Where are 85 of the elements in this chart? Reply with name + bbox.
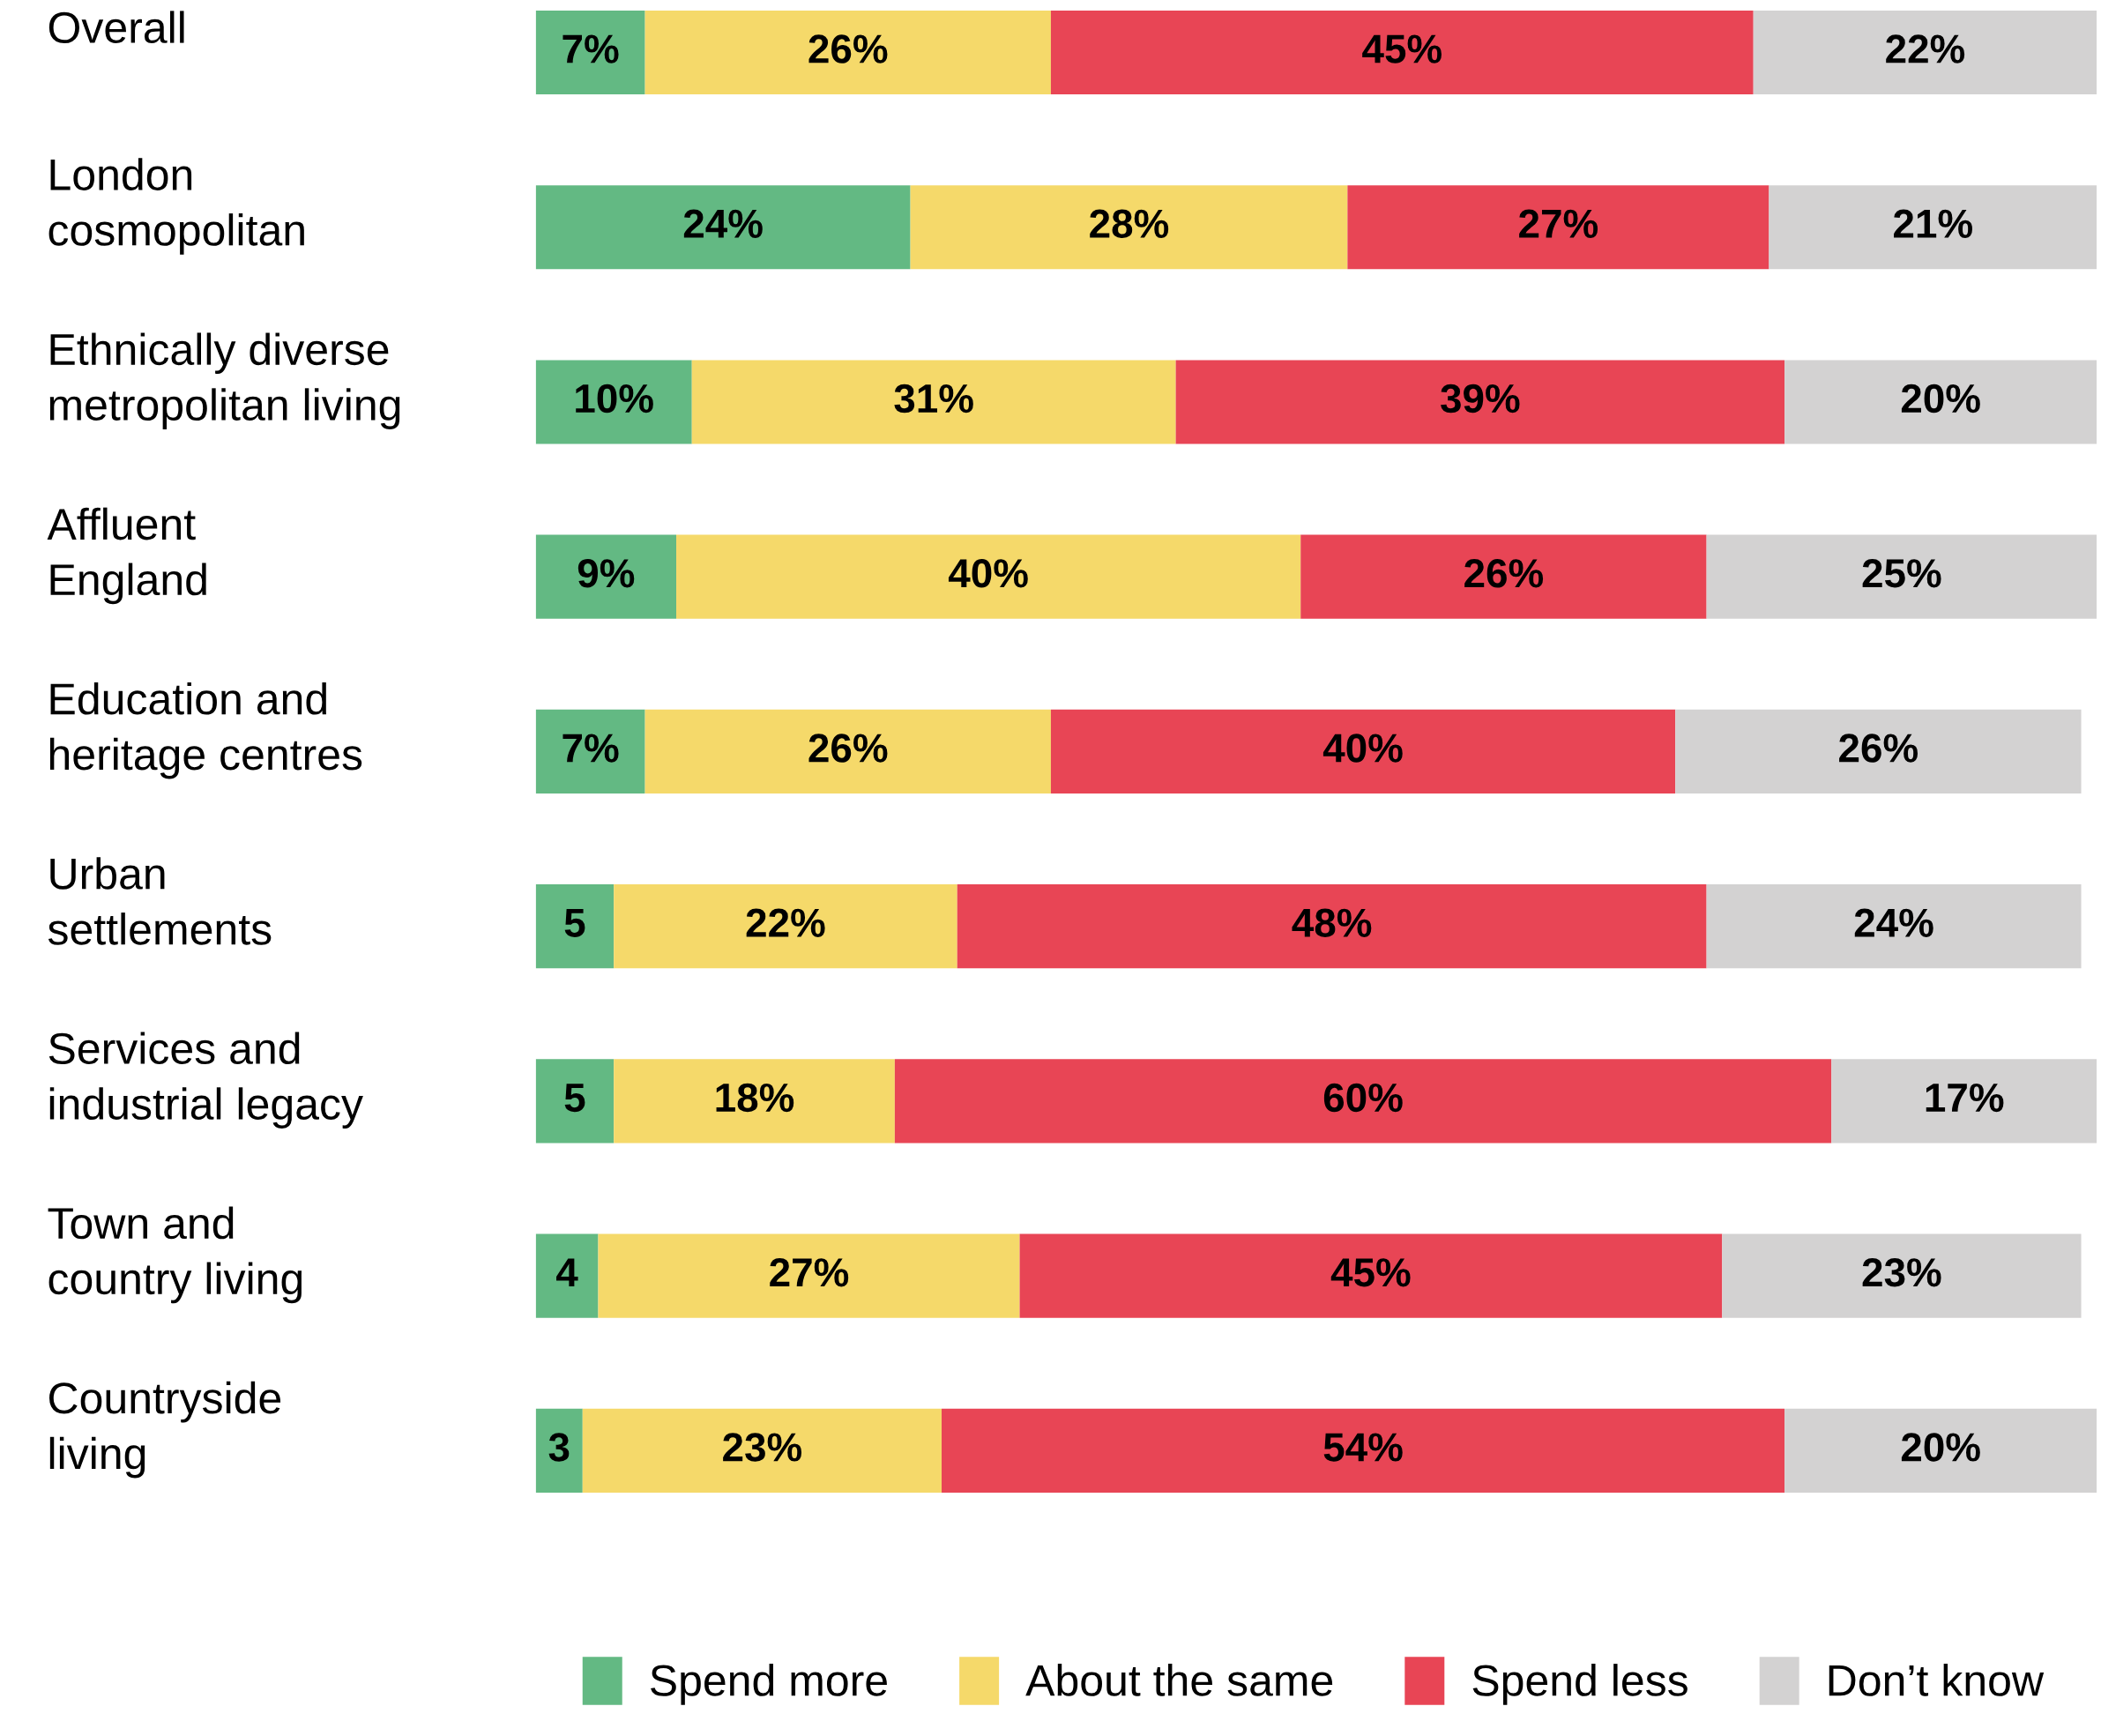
bar — [691, 360, 1176, 444]
data-label: 9% — [577, 559, 635, 588]
bar — [1784, 1408, 2097, 1493]
bar — [535, 185, 911, 270]
bar — [1019, 1233, 1723, 1318]
bar — [1050, 10, 1754, 95]
bar — [1769, 185, 2097, 270]
bar — [1706, 884, 2082, 969]
data-label: 26% — [808, 34, 888, 63]
bar — [1050, 709, 1676, 794]
bar — [1175, 360, 1785, 444]
bar — [644, 709, 1051, 794]
data-label: 23% — [1862, 1258, 1941, 1287]
bar — [535, 709, 645, 794]
bar — [1706, 534, 2097, 619]
data-label: 45% — [1362, 34, 1442, 63]
data-label: 48% — [1292, 908, 1372, 937]
data-label: 27% — [770, 1258, 849, 1287]
data-label: 24% — [1854, 908, 1933, 937]
data-label: 17% — [1926, 1083, 2004, 1113]
data-label: 23% — [723, 1433, 802, 1462]
bar — [1300, 534, 1707, 619]
y-tick-label: Overall — [48, 11, 184, 44]
legend-label: Spend more — [651, 1664, 887, 1705]
y-tick-label: Services and industrial legacy — [48, 1032, 363, 1129]
y-tick-label: Countryside living — [49, 1381, 281, 1479]
bar — [535, 1233, 599, 1318]
bar — [1675, 709, 2082, 794]
bar — [942, 1408, 1785, 1493]
data-label: 10% — [576, 384, 653, 414]
data-label: 7% — [563, 34, 619, 63]
bar — [598, 1233, 1020, 1318]
data-label: 7% — [563, 734, 619, 763]
legend-label: Spend less — [1472, 1664, 1688, 1705]
y-tick-label: Town and country living — [48, 1206, 302, 1304]
bar — [535, 1059, 615, 1144]
data-label: 28% — [1090, 209, 1169, 239]
data-label: 20% — [1901, 384, 1980, 414]
bar — [582, 1408, 942, 1493]
bar — [894, 1059, 1832, 1144]
data-label: 24% — [683, 209, 763, 238]
bar — [1753, 10, 2097, 95]
data-label: 22% — [746, 908, 825, 937]
bar — [614, 884, 957, 969]
bar — [644, 10, 1051, 95]
data-label: 26% — [1464, 559, 1544, 588]
y-tick-label: Ethnically diverse metropolitan living — [49, 332, 400, 429]
data-label: 20% — [1901, 1433, 1980, 1462]
y-tick-label: Urban settlements — [48, 857, 272, 945]
bar — [910, 185, 1348, 270]
y-tick-label: Affluent England — [47, 507, 206, 605]
bar — [1784, 360, 2097, 444]
bar — [535, 1408, 583, 1493]
data-label: 39% — [1441, 384, 1520, 414]
data-label: 26% — [1839, 734, 1918, 763]
data-label: 31% — [894, 384, 973, 414]
data-label: 54% — [1323, 1433, 1403, 1462]
data-label: 5 — [564, 909, 585, 937]
bar — [1831, 1059, 2097, 1144]
bar — [1722, 1233, 2082, 1318]
data-label: 27% — [1519, 209, 1598, 238]
legend-label: Don’t know — [1829, 1664, 2045, 1696]
data-label: 22% — [1886, 34, 1965, 63]
legend-label: About the same — [1025, 1664, 1333, 1696]
bar — [535, 10, 645, 95]
data-label: 40% — [948, 559, 1028, 588]
data-label: 26% — [808, 734, 888, 763]
data-label: 4 — [556, 1258, 578, 1287]
bar — [957, 884, 1707, 969]
data-label: 45% — [1330, 1258, 1411, 1287]
data-label: 25% — [1862, 559, 1941, 588]
bar — [614, 1059, 895, 1144]
y-tick-label: Education and heritage centres — [49, 682, 362, 779]
bar — [535, 534, 677, 619]
bar — [1347, 185, 1769, 270]
bar — [535, 360, 692, 444]
data-label: 40% — [1322, 734, 1403, 763]
bar — [535, 884, 615, 969]
bar — [676, 534, 1301, 619]
data-label: 60% — [1323, 1083, 1403, 1113]
y-tick-label: London cosmopolitan — [48, 158, 304, 255]
data-label: 5 — [564, 1084, 585, 1113]
data-label: 21% — [1894, 209, 1972, 238]
data-label: 18% — [716, 1083, 794, 1113]
data-label: 3 — [548, 1433, 570, 1462]
